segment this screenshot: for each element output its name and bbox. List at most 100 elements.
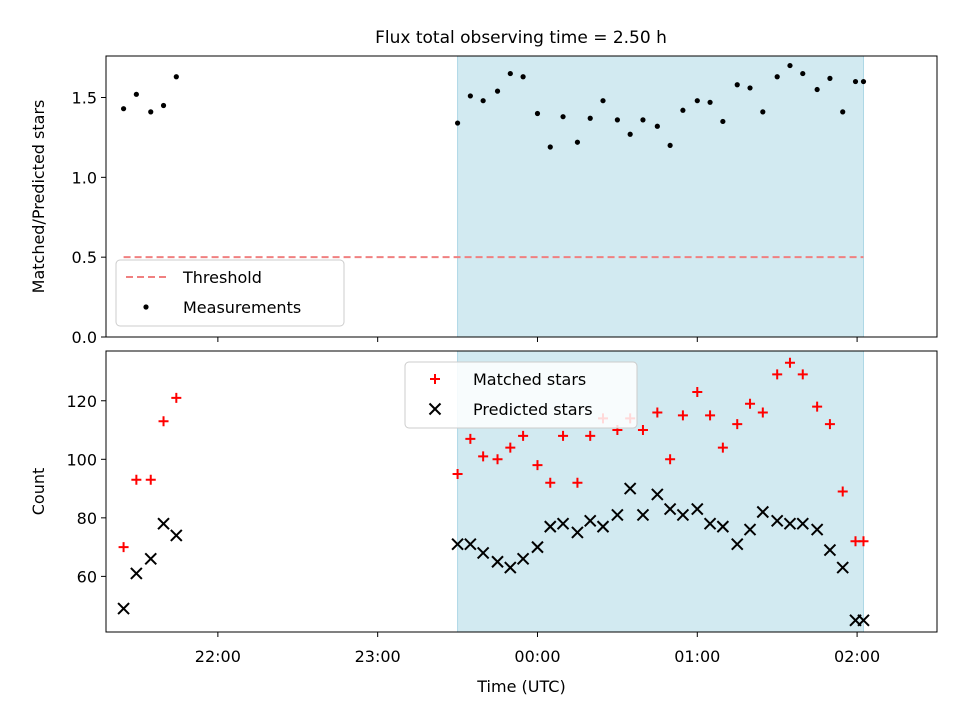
matched-point <box>518 430 529 441</box>
measurement-point <box>720 118 726 125</box>
predicted-point <box>571 526 584 539</box>
measurement-point <box>852 78 859 85</box>
predicted-point <box>783 517 797 530</box>
measurement-point <box>148 109 154 115</box>
x-axis-label: Time (UTC) <box>476 677 565 696</box>
matched-point <box>452 468 463 479</box>
predicted-point <box>157 517 170 530</box>
predicted-point <box>531 540 544 554</box>
matched-point <box>532 460 543 471</box>
predicted-point <box>476 546 490 560</box>
predicted-point <box>651 488 664 501</box>
matched-point <box>585 430 596 441</box>
matched-point <box>692 386 703 397</box>
predicted-point <box>663 502 677 516</box>
matched-point <box>145 474 156 485</box>
matched-point <box>757 407 768 418</box>
measurement-point <box>680 107 686 113</box>
predicted-point <box>691 502 704 516</box>
legend-bottom: Matched stars Predicted stars <box>404 361 638 429</box>
series-matched-stars <box>118 357 869 553</box>
measurement-point <box>840 109 846 115</box>
predicted-point <box>716 520 730 533</box>
measurement-point <box>774 74 780 80</box>
predicted-point <box>623 482 637 495</box>
measurement-point <box>173 74 179 80</box>
measurement-point <box>600 98 606 104</box>
legend-top: Threshold Measurements <box>115 259 345 327</box>
matched-point <box>797 369 808 380</box>
legend-matched-swatch <box>430 374 440 384</box>
y-axis-label: Matched/Predicted stars <box>29 100 48 294</box>
matched-point <box>745 398 756 409</box>
matched-point <box>637 425 648 436</box>
measurement-point <box>520 74 526 80</box>
shaded-interval <box>457 55 864 338</box>
predicted-point <box>596 520 610 533</box>
measurement-point <box>787 62 793 69</box>
predicted-point <box>130 567 143 580</box>
x-tick-label: 00:00 <box>514 647 560 666</box>
y-tick-label: 80 <box>77 509 97 528</box>
y-tick-label: 1.5 <box>72 89 97 108</box>
measurement-point <box>734 82 740 88</box>
predicted-point <box>611 508 624 522</box>
axes-frame <box>105 350 938 633</box>
predicted-point <box>731 537 744 551</box>
matched-point <box>705 410 716 421</box>
measurement-point <box>454 120 461 126</box>
predicted-point <box>144 552 157 566</box>
legend-measurement-swatch <box>143 304 149 310</box>
predicted-point <box>636 508 650 522</box>
predicted-point <box>823 543 837 557</box>
measurement-point <box>480 98 486 104</box>
measurement-point <box>614 117 620 123</box>
matched-point <box>118 542 129 553</box>
predicted-point <box>584 514 597 527</box>
predicted-point <box>810 523 824 536</box>
y-tick-label: 60 <box>77 567 97 586</box>
matched-point <box>665 454 676 465</box>
axes-frame <box>105 55 938 338</box>
predicted-point <box>770 514 784 527</box>
predicted-point <box>857 614 870 627</box>
measurement-point <box>467 93 473 99</box>
measurement-point <box>654 123 660 129</box>
measurement-point <box>860 78 867 85</box>
legend-box <box>115 259 345 327</box>
measurement-point <box>547 144 553 150</box>
matched-point <box>652 407 663 418</box>
legend-box <box>404 361 638 429</box>
x-tick-label: 23:00 <box>355 647 401 666</box>
measurement-point <box>120 106 127 112</box>
measurement-point <box>667 142 673 149</box>
matched-point <box>465 433 476 444</box>
predicted-point <box>743 523 757 536</box>
measurement-point <box>507 70 513 77</box>
predicted-point <box>504 561 517 574</box>
y-tick-label: 0.0 <box>72 328 97 347</box>
matched-point <box>812 401 823 412</box>
matched-point <box>558 430 569 441</box>
bottom-panel: 60 80 100 120 22:00 23:00 00:00 01:00 02:00 Count… <box>29 350 938 696</box>
measurement-point <box>574 139 581 145</box>
matched-point <box>492 454 503 465</box>
predicted-point <box>556 517 570 530</box>
y-tick-label: 1.0 <box>72 168 97 187</box>
x-tick-label: 22:00 <box>195 647 241 666</box>
matched-point <box>171 392 182 403</box>
matched-point <box>837 486 848 497</box>
measurement-point <box>494 88 501 94</box>
predicted-point <box>756 505 770 519</box>
predicted-point <box>464 537 477 551</box>
measurement-point <box>160 102 167 109</box>
predicted-point <box>796 517 809 530</box>
matched-point <box>717 442 728 453</box>
matched-point <box>772 369 783 380</box>
matched-point <box>158 416 169 427</box>
measurement-point <box>747 85 753 91</box>
legend-measurement-label: Measurements <box>183 298 301 317</box>
predicted-point <box>117 602 130 615</box>
matched-point <box>478 451 489 462</box>
